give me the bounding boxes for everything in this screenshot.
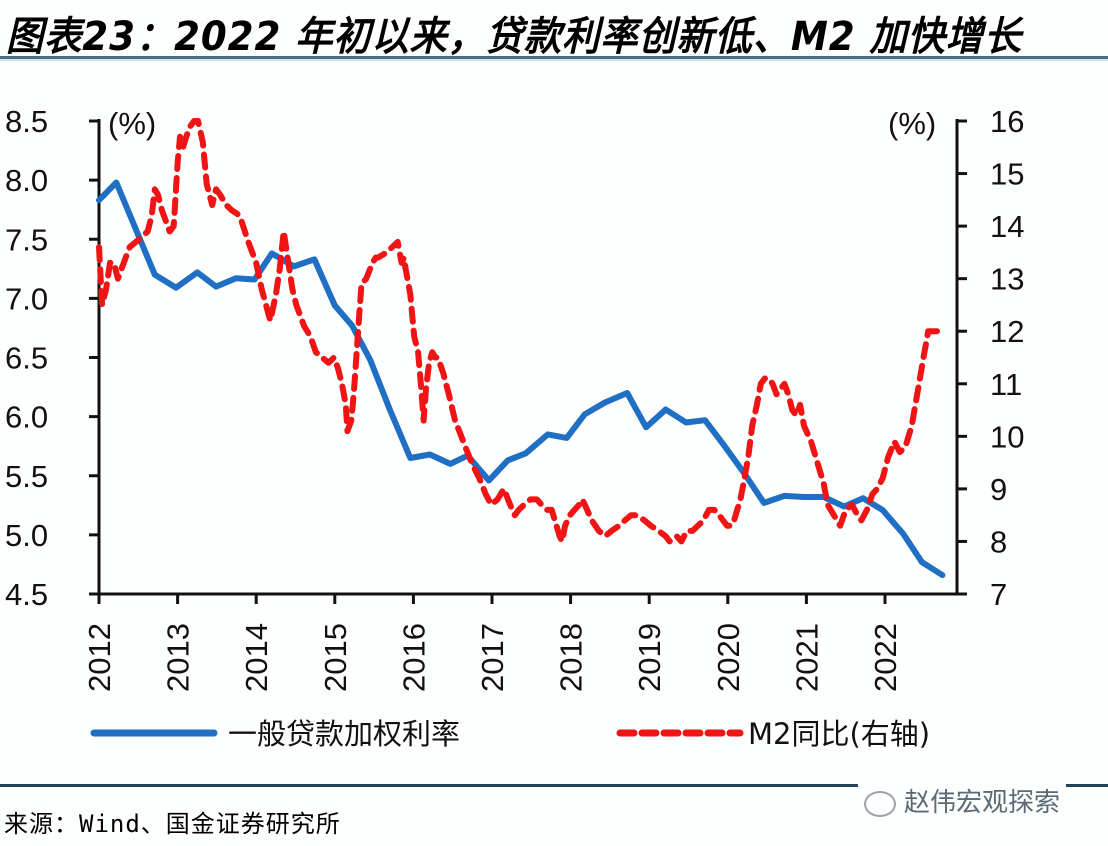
left-tick-label: 8.5 bbox=[5, 104, 48, 139]
x-tick-label: 2020 bbox=[711, 623, 746, 692]
wechat-icon bbox=[864, 790, 896, 817]
series-loan-rate bbox=[96, 179, 946, 579]
x-tick-label: 2012 bbox=[82, 623, 117, 692]
source-note: 来源：Wind、国金证券研究所 bbox=[4, 810, 341, 838]
series-layer bbox=[96, 118, 946, 579]
x-tick-label: 2019 bbox=[632, 623, 667, 692]
legend-label-loan-rate: 一般贷款加权利率 bbox=[228, 717, 460, 751]
left-tick-label: 7.0 bbox=[5, 281, 48, 316]
x-tick-label: 2022 bbox=[868, 623, 903, 692]
watermark: 赵伟宏观探索 bbox=[858, 782, 1067, 819]
right-tick-label: 12 bbox=[990, 314, 1024, 349]
chart-title: 图表23：2022 年初以来，贷款利率创新低、M2 加快增长 bbox=[6, 14, 1023, 60]
left-tick-label: 8.0 bbox=[5, 163, 48, 198]
title-divider bbox=[0, 56, 1108, 59]
right-tick-label: 14 bbox=[990, 209, 1024, 244]
footer-divider bbox=[0, 784, 1108, 787]
left-tick-label: 5.5 bbox=[5, 459, 48, 494]
left-tick-label: 7.5 bbox=[5, 222, 48, 257]
right-tick-label: 11 bbox=[990, 367, 1022, 402]
right-tick-label: 7 bbox=[990, 577, 1007, 612]
title-divider-shadow bbox=[0, 59, 1108, 61]
m2-line bbox=[96, 118, 944, 545]
watermark-text: 赵伟宏观探索 bbox=[904, 788, 1061, 818]
right-tick-label: 10 bbox=[990, 419, 1024, 454]
left-axis-unit: (%) bbox=[108, 106, 156, 141]
series-m2 bbox=[96, 118, 944, 545]
left-tick-label: 6.0 bbox=[5, 400, 48, 435]
right-tick-label: 13 bbox=[990, 262, 1024, 297]
left-tick-label: 4.5 bbox=[5, 577, 48, 612]
right-tick-label: 9 bbox=[990, 472, 1007, 507]
right-axis-unit: (%) bbox=[888, 106, 936, 141]
legend-label-m2: M2同比(右轴) bbox=[748, 717, 930, 751]
loan-rate-line bbox=[96, 179, 946, 579]
left-tick-label: 6.5 bbox=[5, 341, 48, 376]
x-tick-label: 2013 bbox=[161, 623, 196, 692]
right-tick-label: 8 bbox=[990, 524, 1007, 559]
legend: 一般贷款加权利率 M2同比(右轴) bbox=[90, 717, 930, 751]
x-tick-label: 2017 bbox=[475, 623, 510, 692]
x-tick-label: 2021 bbox=[789, 623, 824, 692]
right-tick-label: 15 bbox=[990, 157, 1024, 192]
axes: 8.5 8.0 7.5 7.0 6.5 6.0 5.5 5.0 4.5 16 15 14 13 12 11 1… bbox=[5, 104, 1024, 692]
x-tick-label: 2018 bbox=[554, 623, 589, 692]
x-tick-label: 2016 bbox=[396, 623, 431, 692]
left-tick-label: 5.0 bbox=[5, 518, 48, 553]
x-tick-label: 2015 bbox=[318, 623, 353, 692]
x-tick-label: 2014 bbox=[239, 623, 274, 692]
right-tick-label: 16 bbox=[990, 104, 1024, 139]
